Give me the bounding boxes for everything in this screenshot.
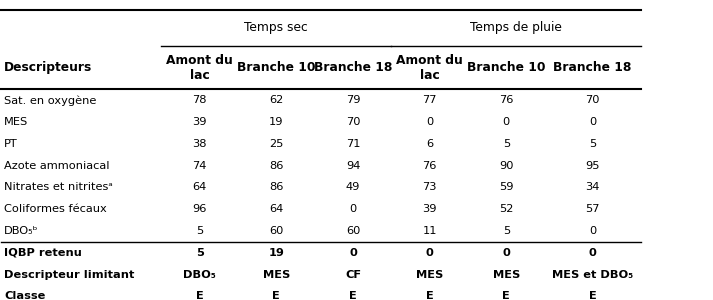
Text: 60: 60 <box>346 226 360 236</box>
Text: 76: 76 <box>423 160 437 171</box>
Text: 25: 25 <box>269 139 284 149</box>
Text: 78: 78 <box>193 95 207 105</box>
Text: Descripteurs: Descripteurs <box>4 61 93 74</box>
Text: 64: 64 <box>193 182 207 192</box>
Text: Descripteur limitant: Descripteur limitant <box>4 269 135 280</box>
Text: 70: 70 <box>346 117 360 127</box>
Text: Branche 10: Branche 10 <box>237 61 315 74</box>
Text: Coliformes fécaux: Coliformes fécaux <box>4 204 107 214</box>
Text: 49: 49 <box>346 182 360 192</box>
Text: 5: 5 <box>195 248 203 258</box>
Text: 0: 0 <box>349 204 356 214</box>
Text: PT: PT <box>4 139 18 149</box>
Text: MES: MES <box>416 269 443 280</box>
Text: 5: 5 <box>503 139 510 149</box>
Text: Nitrates et nitritesᵃ: Nitrates et nitritesᵃ <box>4 182 113 192</box>
Text: Temps de pluie: Temps de pluie <box>470 21 562 34</box>
Text: 57: 57 <box>585 204 600 214</box>
Text: MES: MES <box>4 117 29 127</box>
Text: 5: 5 <box>589 139 596 149</box>
Text: 90: 90 <box>499 160 513 171</box>
Text: 59: 59 <box>499 182 513 192</box>
Text: MES: MES <box>493 269 520 280</box>
Text: Sat. en oxygène: Sat. en oxygène <box>4 95 96 106</box>
Text: 19: 19 <box>269 117 284 127</box>
Text: 6: 6 <box>426 139 434 149</box>
Text: 34: 34 <box>585 182 600 192</box>
Text: 38: 38 <box>193 139 207 149</box>
Text: 60: 60 <box>269 226 284 236</box>
Text: CF: CF <box>345 269 361 280</box>
Text: Amont du
lac: Amont du lac <box>396 54 463 82</box>
Text: 77: 77 <box>422 95 437 105</box>
Text: 0: 0 <box>589 226 596 236</box>
Text: E: E <box>589 291 597 300</box>
Text: 86: 86 <box>269 160 284 171</box>
Text: 5: 5 <box>196 226 203 236</box>
Text: 76: 76 <box>499 95 513 105</box>
Text: E: E <box>503 291 511 300</box>
Text: Branche 18: Branche 18 <box>314 61 392 74</box>
Text: Azote ammoniacal: Azote ammoniacal <box>4 160 110 171</box>
Text: Branche 10: Branche 10 <box>467 61 545 74</box>
Text: 0: 0 <box>426 117 434 127</box>
Text: Classe: Classe <box>4 291 46 300</box>
Text: 71: 71 <box>346 139 360 149</box>
Text: 0: 0 <box>503 117 510 127</box>
Text: Amont du
lac: Amont du lac <box>166 54 233 82</box>
Text: 0: 0 <box>426 248 434 258</box>
Text: 70: 70 <box>585 95 600 105</box>
Text: 19: 19 <box>268 248 284 258</box>
Text: IQBP retenu: IQBP retenu <box>4 248 82 258</box>
Text: 5: 5 <box>503 226 510 236</box>
Text: 73: 73 <box>422 182 437 192</box>
Text: E: E <box>426 291 434 300</box>
Text: 39: 39 <box>422 204 437 214</box>
Text: Branche 18: Branche 18 <box>553 61 632 74</box>
Text: 39: 39 <box>193 117 207 127</box>
Text: 62: 62 <box>269 95 283 105</box>
Text: MES: MES <box>262 269 290 280</box>
Text: DBO₅ᵇ: DBO₅ᵇ <box>4 226 39 236</box>
Text: 11: 11 <box>422 226 437 236</box>
Text: 94: 94 <box>346 160 360 171</box>
Text: 0: 0 <box>349 248 357 258</box>
Text: 64: 64 <box>269 204 283 214</box>
Text: 79: 79 <box>346 95 360 105</box>
Text: E: E <box>349 291 356 300</box>
Text: 52: 52 <box>499 204 513 214</box>
Text: Temps sec: Temps sec <box>245 21 308 34</box>
Text: 0: 0 <box>503 248 511 258</box>
Text: 74: 74 <box>193 160 207 171</box>
Text: 0: 0 <box>589 117 596 127</box>
Text: E: E <box>195 291 203 300</box>
Text: E: E <box>272 291 280 300</box>
Text: 0: 0 <box>589 248 597 258</box>
Text: DBO₅: DBO₅ <box>183 269 216 280</box>
Text: MES et DBO₅: MES et DBO₅ <box>552 269 633 280</box>
Text: 95: 95 <box>585 160 600 171</box>
Text: 96: 96 <box>193 204 207 214</box>
Text: 86: 86 <box>269 182 284 192</box>
